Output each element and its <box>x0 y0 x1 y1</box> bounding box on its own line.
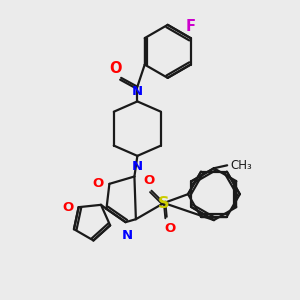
Text: CH₃: CH₃ <box>230 159 252 172</box>
Text: O: O <box>92 177 103 190</box>
Text: O: O <box>143 174 154 187</box>
Text: N: N <box>132 85 143 98</box>
Text: S: S <box>158 196 169 211</box>
Text: O: O <box>110 61 122 76</box>
Text: O: O <box>164 222 176 235</box>
Text: F: F <box>186 19 196 34</box>
Text: N: N <box>122 229 133 242</box>
Text: O: O <box>62 201 73 214</box>
Text: N: N <box>132 160 143 173</box>
